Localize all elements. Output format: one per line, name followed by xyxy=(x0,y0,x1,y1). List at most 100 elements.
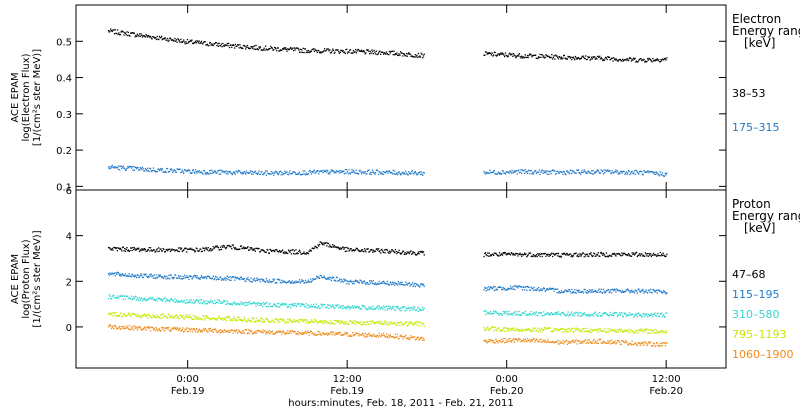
data-point xyxy=(289,251,291,253)
data-point xyxy=(610,314,613,316)
data-point xyxy=(635,169,637,172)
data-point xyxy=(313,170,315,172)
data-point xyxy=(324,170,327,173)
data-point xyxy=(245,46,248,48)
data-point xyxy=(371,335,373,337)
data-point xyxy=(244,246,246,249)
data-point xyxy=(591,255,593,258)
data-point xyxy=(619,343,622,346)
data-point xyxy=(495,311,498,313)
data-point xyxy=(509,337,511,340)
data-point xyxy=(608,289,610,291)
data-point xyxy=(638,171,641,173)
data-point xyxy=(126,295,128,297)
data-point xyxy=(279,50,281,52)
data-point xyxy=(537,327,539,329)
data-point xyxy=(605,170,608,172)
data-point xyxy=(248,319,250,321)
data-point xyxy=(209,249,211,251)
data-point xyxy=(582,328,584,330)
data-point xyxy=(617,173,619,175)
data-point xyxy=(588,314,591,316)
data-point xyxy=(229,170,231,173)
data-point xyxy=(288,250,290,252)
data-point xyxy=(394,252,396,254)
data-point xyxy=(563,55,565,57)
data-point xyxy=(235,170,237,172)
data-point xyxy=(175,249,177,251)
data-point xyxy=(339,322,341,324)
data-point xyxy=(512,312,515,314)
data-point xyxy=(158,35,161,38)
data-point xyxy=(567,311,569,313)
data-point xyxy=(345,322,347,324)
data-point xyxy=(149,273,151,276)
data-point xyxy=(574,289,576,291)
data-point xyxy=(652,329,655,332)
data-point xyxy=(624,253,626,255)
data-point xyxy=(366,170,369,173)
data-point xyxy=(143,315,145,317)
data-point xyxy=(259,330,261,332)
data-point xyxy=(200,331,202,333)
data-point xyxy=(636,251,638,254)
data-point xyxy=(206,303,208,305)
data-point xyxy=(650,341,652,343)
data-point xyxy=(522,254,524,256)
data-point xyxy=(108,247,110,249)
data-point xyxy=(651,291,653,294)
data-point xyxy=(296,320,298,322)
data-point xyxy=(419,309,421,311)
data-point xyxy=(147,313,149,315)
data-point xyxy=(543,55,545,57)
data-point xyxy=(147,326,149,328)
data-point xyxy=(298,279,301,281)
data-point xyxy=(224,317,226,320)
data-point xyxy=(626,314,628,316)
data-point xyxy=(290,282,292,284)
data-point xyxy=(323,244,325,246)
data-point xyxy=(313,334,315,336)
data-point xyxy=(568,341,571,343)
data-point xyxy=(648,315,650,317)
data-point xyxy=(364,332,366,334)
data-point xyxy=(264,320,266,322)
data-point xyxy=(375,169,377,171)
data-point xyxy=(310,319,312,321)
data-point xyxy=(663,175,665,177)
data-point xyxy=(209,327,211,330)
data-point xyxy=(533,54,535,57)
data-point xyxy=(540,331,542,333)
data-point xyxy=(248,279,251,281)
data-point xyxy=(531,330,533,332)
data-point xyxy=(221,330,223,332)
data-point xyxy=(616,60,619,62)
data-point xyxy=(315,246,317,248)
data-point xyxy=(633,316,635,318)
data-point xyxy=(387,53,389,56)
data-point xyxy=(284,47,287,49)
data-point xyxy=(645,328,647,330)
data-point xyxy=(119,325,121,328)
data-point xyxy=(322,304,324,306)
data-point xyxy=(320,334,322,336)
data-point xyxy=(119,33,121,36)
data-point xyxy=(252,46,254,48)
data-point xyxy=(320,170,322,172)
data-point xyxy=(599,328,602,330)
data-point xyxy=(521,330,523,333)
data-point xyxy=(112,166,114,168)
data-point xyxy=(300,253,302,255)
data-point xyxy=(602,171,604,173)
data-point xyxy=(646,255,648,257)
data-point xyxy=(650,345,652,347)
data-point xyxy=(273,278,276,280)
data-point xyxy=(526,340,528,343)
data-point xyxy=(618,252,620,255)
data-point xyxy=(405,55,407,57)
data-point xyxy=(267,305,269,308)
data-point xyxy=(495,338,497,340)
data-point xyxy=(142,327,144,330)
data-point xyxy=(357,48,359,51)
data-point xyxy=(164,251,166,253)
